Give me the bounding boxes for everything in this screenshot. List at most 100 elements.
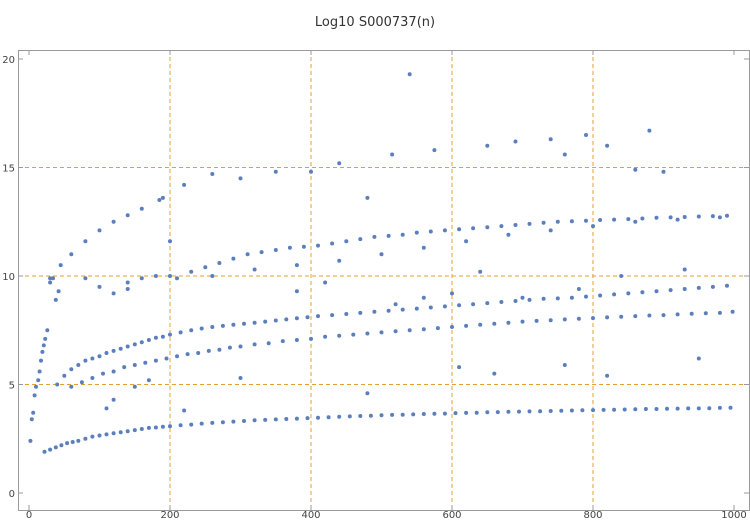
data-point: [386, 233, 391, 238]
data-point: [90, 376, 95, 380]
data-point: [36, 378, 41, 383]
data-point: [435, 326, 440, 331]
data-point: [527, 409, 532, 414]
data-point: [118, 430, 123, 435]
data-point: [238, 376, 243, 380]
grid-lines: [18, 50, 749, 510]
data-point: [400, 412, 405, 417]
data-point: [548, 409, 553, 413]
data-point: [562, 363, 567, 367]
data-point: [37, 369, 42, 374]
data-point: [428, 229, 433, 234]
data-point: [605, 315, 610, 320]
data-point: [478, 322, 483, 327]
data-point: [53, 445, 58, 450]
data-point: [273, 417, 278, 422]
data-point: [520, 319, 525, 324]
data-point: [365, 391, 370, 396]
x-tick-label: 200: [160, 510, 179, 521]
data-point: [58, 263, 63, 268]
data-point: [411, 412, 416, 417]
data-point: [153, 274, 158, 278]
data-point: [513, 139, 518, 144]
data-point: [442, 228, 447, 233]
data-point: [351, 332, 356, 337]
data-point: [337, 414, 342, 419]
x-tick-label: 0: [26, 510, 32, 521]
data-point: [717, 405, 722, 410]
data-point: [612, 407, 617, 412]
data-point: [104, 432, 109, 437]
data-point: [548, 137, 553, 142]
data-point: [598, 293, 603, 298]
data-points: [28, 72, 735, 454]
data-point: [703, 311, 708, 316]
data-point: [407, 72, 412, 77]
data-point: [301, 244, 306, 249]
data-point: [682, 287, 687, 291]
data-point: [442, 304, 447, 309]
data-point: [379, 330, 384, 335]
data-point: [111, 348, 116, 353]
data-point: [421, 295, 426, 300]
data-point: [696, 285, 701, 290]
data-point: [139, 276, 144, 281]
data-point: [368, 413, 373, 418]
data-point: [710, 284, 715, 289]
data-point: [83, 276, 88, 281]
data-point: [344, 312, 349, 316]
data-point: [633, 167, 638, 172]
data-point: [43, 336, 48, 341]
data-point: [725, 213, 729, 218]
data-point: [728, 405, 733, 410]
data-point: [584, 133, 588, 137]
data-point: [305, 416, 310, 421]
data-point: [45, 328, 50, 333]
data-point: [647, 313, 652, 318]
data-point: [464, 323, 469, 328]
data-point: [517, 409, 521, 414]
data-point: [294, 416, 299, 421]
data-point: [118, 346, 123, 351]
data-point: [555, 296, 560, 301]
data-point: [668, 215, 673, 220]
data-point: [591, 408, 595, 413]
data-point: [591, 224, 595, 229]
data-point: [562, 317, 567, 322]
data-point: [640, 216, 645, 221]
data-point: [372, 309, 377, 314]
data-point: [337, 161, 342, 166]
data-point: [605, 373, 610, 378]
data-point: [591, 316, 595, 321]
data-point: [111, 291, 116, 296]
data-point: [492, 321, 497, 326]
data-point: [122, 365, 127, 370]
data-point: [185, 352, 190, 357]
data-point: [640, 290, 645, 295]
data-point: [175, 276, 179, 281]
data-point: [40, 349, 45, 354]
y-tick-label: 10: [2, 272, 15, 283]
data-point: [696, 406, 701, 411]
data-point: [442, 411, 447, 416]
data-point: [393, 302, 398, 307]
data-point: [478, 269, 483, 274]
data-point: [153, 425, 158, 430]
data-point: [294, 263, 299, 268]
data-point: [263, 417, 268, 422]
data-point: [199, 326, 204, 331]
data-point: [146, 338, 151, 342]
data-point: [132, 363, 137, 367]
data-point: [569, 295, 574, 300]
data-point: [538, 409, 543, 414]
plot-frame: [18, 50, 750, 511]
data-point: [499, 300, 504, 304]
data-point: [686, 406, 691, 411]
data-point: [79, 380, 84, 385]
data-point: [69, 367, 74, 372]
data-point: [471, 226, 476, 231]
data-point: [421, 412, 426, 416]
data-point: [168, 424, 172, 429]
data-point: [143, 360, 148, 365]
